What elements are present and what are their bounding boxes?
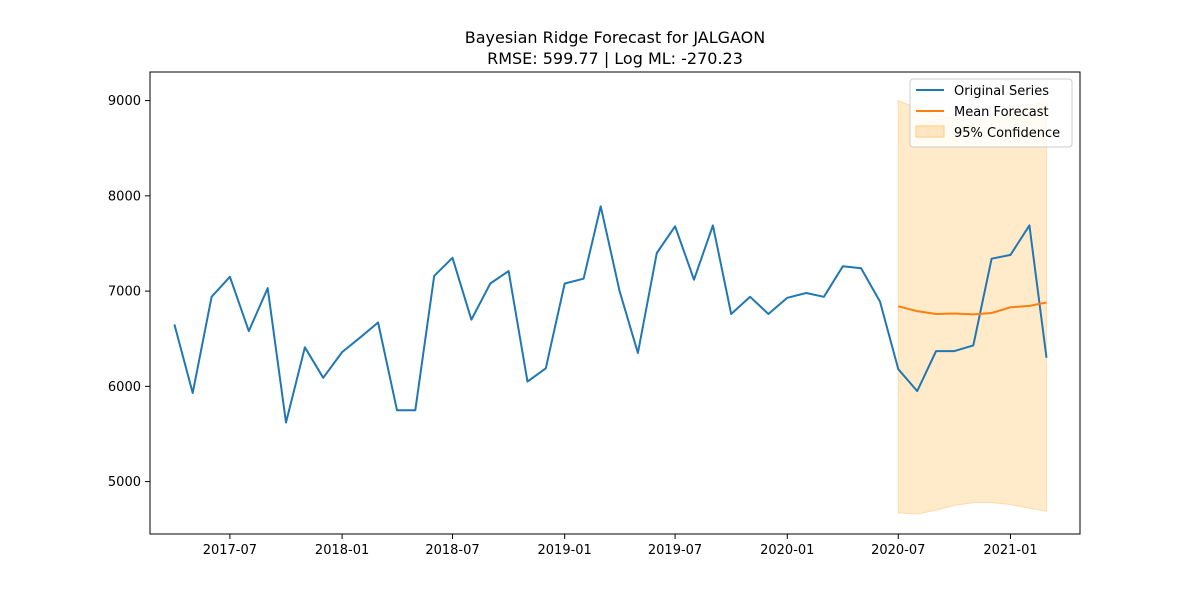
x-tick-label: 2021-01 bbox=[983, 543, 1037, 558]
y-tick-label: 6000 bbox=[108, 380, 141, 395]
chart-title: Bayesian Ridge Forecast for JALGAON bbox=[465, 28, 766, 47]
plot-area bbox=[173, 99, 1048, 515]
chart-subtitle: RMSE: 599.77 | Log ML: -270.23 bbox=[487, 49, 743, 68]
x-tick-label: 2019-01 bbox=[538, 543, 592, 558]
y-tick-label: 7000 bbox=[108, 285, 141, 300]
y-tick-label: 9000 bbox=[108, 94, 141, 109]
plot-frame bbox=[149, 71, 1081, 535]
x-tick-label: 2018-01 bbox=[315, 543, 369, 558]
x-tick-label: 2020-07 bbox=[871, 543, 925, 558]
y-tick-label: 5000 bbox=[108, 475, 141, 490]
x-tick-label: 2020-01 bbox=[760, 543, 814, 558]
legend-swatch-confidence bbox=[915, 125, 945, 138]
legend-box bbox=[909, 78, 1073, 148]
axes: 5000 6000 7000 8000 9000 2017-07 2018-01 2018-0… bbox=[108, 71, 1081, 558]
legend-label-forecast: Mean Forecast bbox=[954, 105, 1049, 120]
x-tick-label: 2019-07 bbox=[648, 543, 702, 558]
legend-label-confidence: 95% Confidence bbox=[954, 126, 1060, 141]
confidence-band bbox=[897, 99, 1047, 515]
legend-label-original: Original Series bbox=[954, 84, 1049, 99]
y-tick-label: 8000 bbox=[108, 189, 141, 204]
original-series-line bbox=[173, 205, 1048, 424]
legend: Original Series Mean Forecast 95% Confid… bbox=[909, 78, 1073, 148]
mean-forecast-line bbox=[898, 301, 1047, 316]
x-tick-label: 2017-07 bbox=[203, 543, 257, 558]
x-tick-label: 2018-07 bbox=[425, 543, 479, 558]
